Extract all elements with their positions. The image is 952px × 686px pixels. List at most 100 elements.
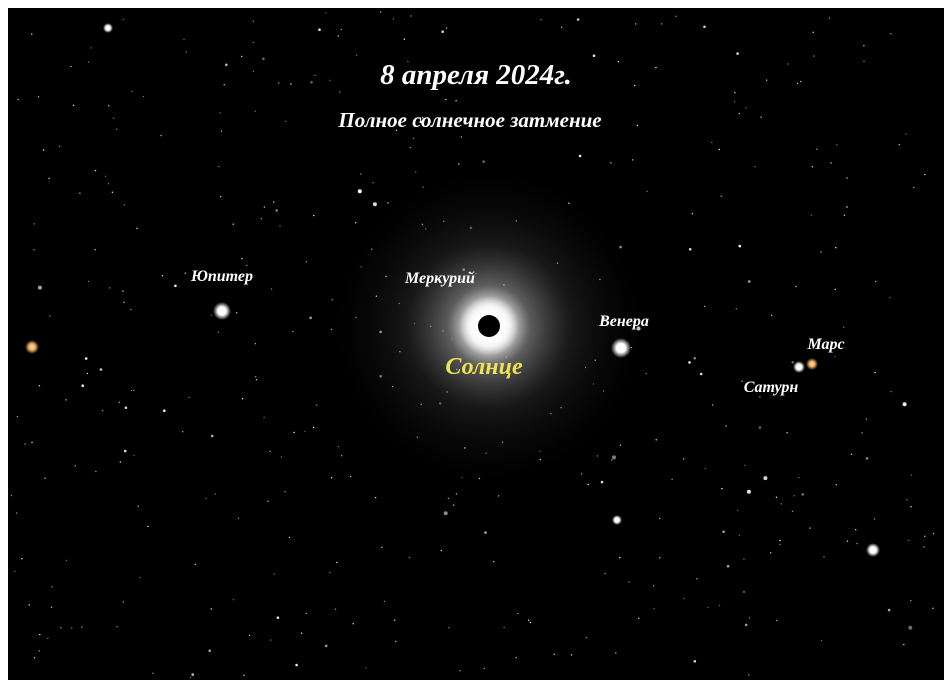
star: [836, 144, 837, 145]
star: [211, 608, 212, 609]
star: [325, 645, 328, 648]
star: [577, 18, 580, 21]
star: [455, 100, 456, 101]
star: [779, 544, 780, 545]
star: [292, 331, 293, 332]
star: [160, 135, 161, 136]
star: [188, 397, 189, 398]
star: [816, 149, 817, 150]
star: [604, 573, 605, 574]
star: [108, 183, 109, 184]
planet-label: Венера: [598, 313, 649, 330]
star: [365, 667, 366, 668]
star: [29, 604, 30, 605]
star: [835, 289, 836, 290]
star: [863, 61, 864, 62]
star: [683, 458, 684, 459]
star: [820, 251, 821, 252]
star: [279, 225, 280, 226]
star: [38, 286, 42, 290]
star: [380, 11, 381, 12]
star: [792, 511, 793, 512]
star: [866, 418, 867, 419]
star: [242, 398, 243, 399]
star: [48, 178, 49, 179]
saturn: [793, 361, 805, 373]
star: [238, 518, 239, 519]
star: [748, 674, 749, 675]
star: [618, 61, 619, 62]
star: [325, 12, 326, 13]
star: [861, 432, 862, 433]
star: [211, 314, 212, 315]
star: [225, 64, 228, 67]
star: [269, 451, 270, 452]
star: [413, 138, 414, 139]
star: [218, 166, 219, 167]
star: [51, 586, 52, 587]
moon-disk: [478, 315, 500, 337]
star: [856, 543, 857, 544]
star: [410, 147, 411, 148]
star: [484, 531, 487, 534]
star: [133, 390, 134, 391]
star: [593, 54, 596, 57]
star: [693, 357, 696, 360]
star: [301, 633, 302, 634]
star: [123, 19, 124, 20]
star: [253, 71, 254, 72]
star: [404, 39, 405, 40]
star: [744, 465, 745, 466]
star: [341, 455, 342, 456]
star: [143, 96, 144, 97]
star: [851, 454, 852, 455]
star: [493, 561, 494, 562]
star: [105, 176, 106, 177]
star: [829, 18, 830, 19]
star: [415, 171, 416, 172]
sky-image: 8 апреля 2024г. Полное солнечное затмени…: [0, 0, 952, 686]
star: [554, 654, 555, 655]
star: [95, 471, 96, 472]
star: [186, 51, 187, 52]
star: [444, 511, 448, 515]
star: [786, 432, 787, 433]
star: [306, 261, 307, 262]
star: [812, 166, 813, 167]
star: [313, 427, 314, 428]
star: [696, 578, 697, 579]
star: [133, 455, 134, 456]
star: [615, 652, 616, 653]
star: [932, 608, 933, 609]
star: [659, 518, 660, 519]
star: [770, 552, 771, 553]
star: [694, 660, 697, 663]
star: [736, 308, 737, 309]
star: [381, 547, 382, 548]
star: [646, 191, 647, 192]
star: [528, 620, 529, 621]
star: [634, 85, 635, 86]
star: [71, 627, 72, 628]
star: [741, 381, 742, 382]
star: [754, 166, 755, 167]
star: [285, 121, 286, 122]
star: [620, 445, 621, 446]
star: [800, 81, 801, 82]
star: [759, 426, 762, 429]
star: [131, 91, 132, 92]
star: [791, 361, 794, 364]
star: [79, 193, 80, 194]
star: [284, 491, 285, 492]
star: [719, 149, 720, 150]
star: [215, 493, 216, 494]
star: [185, 273, 186, 274]
star: [65, 399, 66, 400]
star: [736, 52, 739, 55]
bright-star: [866, 543, 880, 557]
star: [190, 677, 191, 678]
star: [174, 285, 177, 288]
star: [835, 247, 836, 248]
star: [95, 249, 96, 250]
star: [116, 129, 117, 130]
